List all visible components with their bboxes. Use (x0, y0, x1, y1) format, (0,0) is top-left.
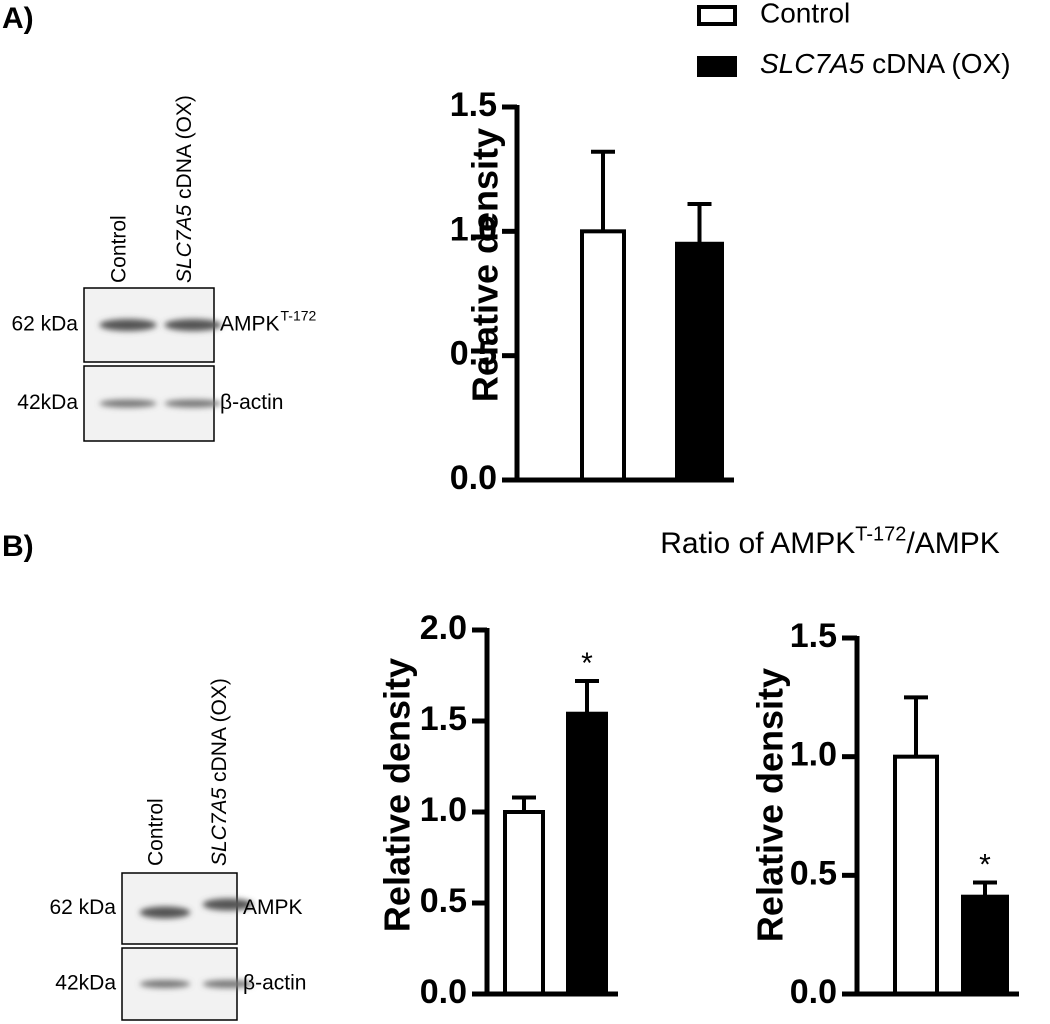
protein-label: AMPK (220, 313, 280, 336)
blot-band (99, 399, 157, 408)
legend-swatch (697, 56, 737, 77)
size-label: 42kDa (55, 972, 116, 995)
y-tick-label: 0.5 (790, 854, 837, 892)
y-tick-label: 1.0 (790, 736, 837, 774)
panel-label: A) (2, 2, 34, 35)
panel-label: B) (2, 530, 34, 563)
legend-swatch (697, 5, 737, 26)
lane-label: Control (108, 215, 131, 283)
lane-label: SLC7A5 cDNA (OX) (208, 678, 231, 866)
size-label: 62 kDa (11, 313, 78, 336)
bar (893, 754, 939, 997)
y-tick-label: 1.5 (790, 617, 837, 655)
bar (503, 810, 545, 996)
y-tick-label: 0.5 (420, 882, 467, 920)
blot-band (99, 319, 157, 331)
y-tick-label: 2.0 (420, 609, 467, 647)
blot-band (139, 980, 191, 988)
size-label: 42kDa (17, 391, 78, 414)
bar (961, 894, 1009, 997)
chart-title-superscript: T-172 (855, 523, 906, 545)
bar (675, 241, 724, 482)
blot-band (202, 898, 254, 911)
lane-label: SLC7A5 cDNA (OX) (173, 95, 196, 283)
protein-label: β-actin (243, 972, 306, 995)
blot-band (164, 319, 222, 331)
blot-band (164, 399, 222, 408)
y-axis-label: Relative density (750, 668, 791, 942)
chart-title: Ratio of AMPK (660, 527, 855, 560)
blot-band (202, 980, 254, 988)
bar (580, 229, 626, 482)
y-tick-label: 0.0 (450, 459, 497, 497)
y-tick-label: 1.5 (420, 700, 467, 738)
legend-label: SLC7A5 cDNA (OX) (760, 48, 1011, 79)
y-tick-label: 0.0 (420, 973, 467, 1011)
y-axis-label: Relative density (465, 128, 506, 402)
blot-band (139, 906, 191, 919)
size-label: 62 kDa (49, 896, 116, 919)
y-tick-label: 0.5 (450, 335, 497, 373)
y-tick-label: 1.0 (420, 791, 467, 829)
bar (566, 711, 608, 996)
protein-label: β-actin (220, 391, 283, 414)
significance-marker: * (581, 647, 593, 680)
y-tick-label: 0.0 (790, 973, 837, 1011)
lane-label: Control (145, 798, 168, 866)
protein-label: AMPK (243, 896, 303, 919)
y-tick-label: 1.5 (450, 86, 497, 124)
y-axis-label: Relative density (377, 658, 418, 932)
legend-label: Control (760, 0, 850, 28)
significance-marker: * (979, 848, 991, 881)
protein-superscript: T-172 (281, 308, 317, 324)
y-tick-label: 1.0 (450, 210, 497, 248)
chart-title-suffix: /AMPK (906, 527, 999, 560)
